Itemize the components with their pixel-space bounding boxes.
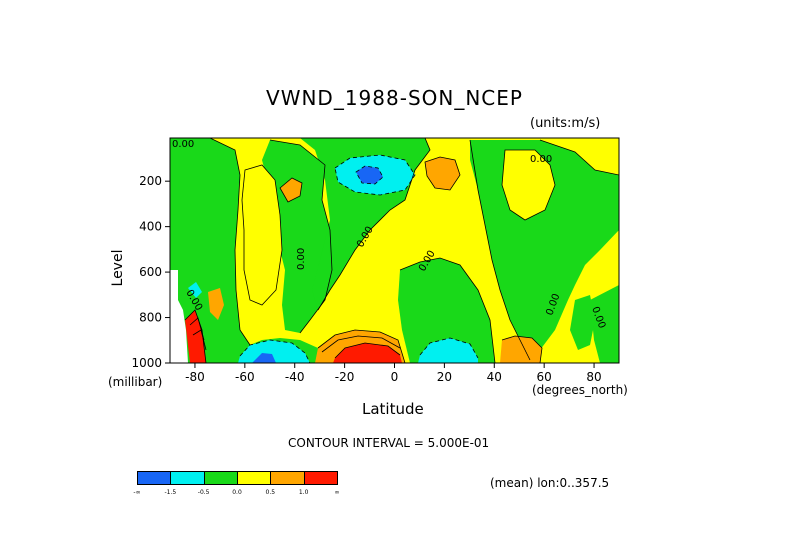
- x-axis-ticks: -80 -60 -40 -20 0 20 40 60 80: [185, 363, 602, 384]
- x-tick-label: 0: [391, 370, 399, 384]
- heatmap-field: [170, 138, 619, 363]
- colorbar-bin: [303, 471, 338, 485]
- x-tick-label: -40: [285, 370, 305, 384]
- contour-label: 0.00: [172, 139, 194, 150]
- field-green-7: [570, 295, 595, 350]
- y-tick-label: 1000: [131, 356, 162, 370]
- colorbar-bin: [270, 471, 305, 485]
- field-green-6: [590, 285, 619, 363]
- field-blue-2: [252, 353, 276, 363]
- y-tick-label: 200: [139, 174, 162, 188]
- field-orange-4: [500, 336, 542, 363]
- y-unit-label: (millibar): [108, 375, 163, 389]
- field-yellow-island-2: [502, 150, 555, 220]
- x-axis-title: Latitude: [362, 400, 424, 418]
- field-orange-2: [425, 157, 460, 190]
- y-tick-label: 600: [139, 265, 162, 279]
- x-tick-label: 60: [537, 370, 552, 384]
- x-tick-label: -20: [335, 370, 355, 384]
- field-cyan-2: [238, 340, 310, 363]
- x-tick-label: 80: [586, 370, 601, 384]
- colorbar-label: -1.5: [164, 489, 177, 496]
- y-axis-ticks: 200 400 600 800 1000: [131, 174, 170, 370]
- colorbar-bin: [237, 471, 272, 485]
- colorbar-label: ∞: [334, 489, 340, 496]
- x-unit-label: (degrees_north): [532, 383, 628, 397]
- colorbar-label: -0.5: [197, 489, 210, 496]
- field-blue-1: [356, 166, 383, 184]
- field-orange-3: [208, 288, 224, 320]
- field-orange-1: [280, 178, 302, 202]
- field-cyan-3: [418, 338, 478, 363]
- field-green-1: [170, 138, 325, 363]
- contour-label: 0.00: [296, 248, 307, 270]
- colorbar-bin: [170, 471, 205, 485]
- colorbar-bin: [137, 471, 172, 485]
- mean-longitude-note: (mean) lon:0..357.5: [490, 476, 610, 490]
- field-green-5: [398, 258, 495, 363]
- contour-interval-note: CONTOUR INTERVAL = 5.000E-01: [288, 436, 490, 450]
- colorbar-label: 0.5: [265, 489, 276, 496]
- contour-lines-negative: [239, 154, 479, 363]
- x-tick-label: -60: [235, 370, 255, 384]
- colorbar-label: -∞: [133, 489, 141, 496]
- y-tick-label: 800: [139, 311, 162, 325]
- colorbar-bin: [203, 471, 238, 485]
- x-tick-label: -80: [185, 370, 205, 384]
- y-axis-title-wrap: Level: [108, 240, 128, 300]
- field-cyan-4: [188, 282, 202, 298]
- field-missing-mask: [170, 270, 188, 363]
- colorbar-label: 1.0: [298, 489, 309, 496]
- units-label: (units:m/s): [530, 116, 601, 131]
- field-yellow-island-1: [242, 165, 282, 305]
- y-axis-title: Level: [110, 249, 126, 287]
- field-red-2: [185, 310, 206, 363]
- y-tick-label: 400: [139, 220, 162, 234]
- colorbar-label: 0.0: [232, 489, 242, 496]
- contour-label: 0.00: [530, 154, 552, 165]
- x-tick-label: 20: [437, 370, 452, 384]
- field-red-1: [333, 343, 402, 363]
- x-tick-label: 40: [487, 370, 502, 384]
- contour-lines: [184, 138, 619, 363]
- chart-title: VWND_1988-SON_NCEP: [266, 86, 523, 110]
